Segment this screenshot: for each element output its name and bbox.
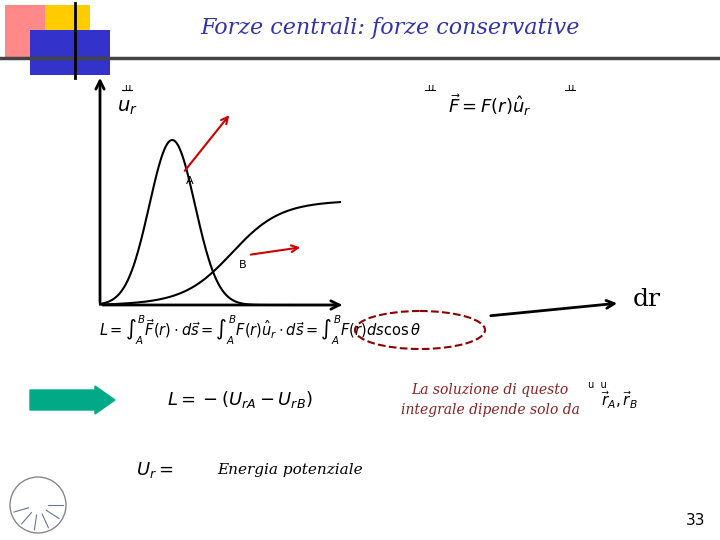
FancyBboxPatch shape [30,30,110,75]
Text: $U_r=$: $U_r=$ [136,460,174,480]
Text: 33: 33 [685,513,705,528]
Text: A: A [186,176,194,186]
Text: $\vec{r}_A,\vec{r}_B$: $\vec{r}_A,\vec{r}_B$ [601,389,639,411]
Text: $\vec{F}=F(r)\hat{u}_r$: $\vec{F}=F(r)\hat{u}_r$ [448,92,532,118]
Text: u: u [124,83,130,93]
FancyBboxPatch shape [5,5,65,60]
Text: B: B [238,260,246,270]
FancyArrow shape [30,386,115,414]
FancyBboxPatch shape [45,5,90,35]
Text: u: u [427,83,433,93]
Text: u  u: u u [588,380,606,390]
Text: integrale dipende solo da: integrale dipende solo da [400,403,580,417]
Text: dr: dr [633,288,661,312]
Text: La soluzione di questo: La soluzione di questo [411,383,569,397]
Text: $L=\int_A^B\vec{F}(r)\cdot d\vec{s}=\int_A^B F(r)\hat{u}_r\cdot d\vec{s}=\int_A^: $L=\int_A^B\vec{F}(r)\cdot d\vec{s}=\int… [99,313,421,347]
FancyBboxPatch shape [5,5,55,50]
Text: Energia potenziale: Energia potenziale [217,463,363,477]
Text: u: u [567,83,573,93]
Text: Forze centrali: forze conservative: Forze centrali: forze conservative [200,17,580,39]
Text: $L=-(U_{rA}-U_{rB})$: $L=-(U_{rA}-U_{rB})$ [167,389,313,410]
Text: $\mathit{u}_r$: $\mathit{u}_r$ [117,99,138,117]
